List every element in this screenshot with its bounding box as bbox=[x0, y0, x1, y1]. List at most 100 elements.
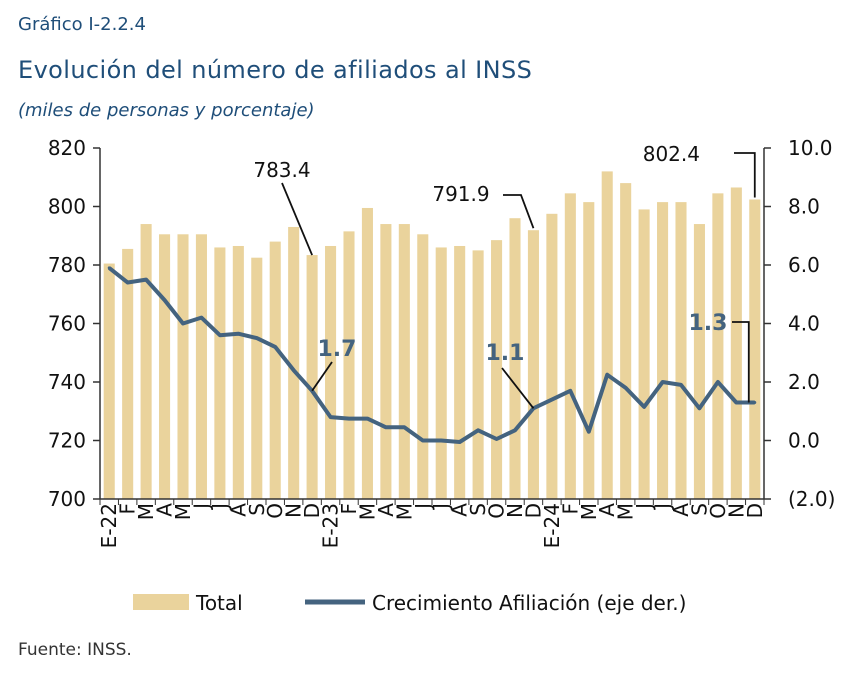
x-tick-label: S bbox=[687, 503, 711, 516]
x-tick-label: J bbox=[189, 503, 213, 511]
annotation-leader bbox=[281, 182, 313, 256]
bar-total bbox=[398, 224, 410, 500]
bar-total bbox=[620, 183, 632, 499]
bar-total bbox=[306, 255, 318, 499]
growth-point bbox=[568, 389, 572, 393]
annotation-label: 1.1 bbox=[486, 341, 525, 366]
x-tick-label: E-24 bbox=[540, 503, 564, 548]
y-right-tick-label: 2.0 bbox=[788, 370, 820, 394]
bar-total bbox=[491, 240, 503, 499]
y-right-tick-label: 6.0 bbox=[788, 253, 820, 277]
growth-point bbox=[255, 336, 259, 340]
y-left-tick-label: 820 bbox=[48, 136, 86, 160]
axes: 700 720 740 760 780 800 820 (2.0) 0.0 2.0 4.0 6.0 8.… bbox=[48, 136, 836, 548]
line-series bbox=[107, 266, 757, 444]
growth-point bbox=[365, 417, 369, 421]
growth-point bbox=[163, 298, 167, 302]
legend-label-growth: Crecimiento Afiliación (eje der.) bbox=[372, 591, 686, 615]
bar-total bbox=[583, 202, 595, 500]
bar-total bbox=[251, 257, 263, 499]
bar-total bbox=[177, 234, 189, 499]
bar-total bbox=[140, 224, 152, 500]
annotation-leader bbox=[734, 152, 756, 198]
source-note: Fuente: INSS. bbox=[18, 640, 132, 660]
x-tick-label: M bbox=[134, 503, 158, 520]
y-left-tick-label: 780 bbox=[48, 253, 86, 277]
legend-swatch-total bbox=[133, 594, 189, 610]
annotation-leader bbox=[311, 361, 333, 392]
growth-point bbox=[273, 345, 277, 349]
bar-total bbox=[343, 231, 355, 500]
growth-point bbox=[550, 398, 554, 402]
annotation-label: 791.9 bbox=[432, 182, 489, 206]
annotation-label: 783.4 bbox=[253, 158, 310, 182]
growth-point bbox=[384, 425, 388, 429]
bar-total bbox=[417, 234, 429, 499]
growth-point bbox=[513, 428, 517, 432]
bar-total bbox=[103, 263, 115, 499]
bar-total bbox=[159, 234, 171, 499]
bar-total bbox=[730, 187, 742, 500]
bar-total bbox=[675, 202, 687, 500]
bar-total bbox=[195, 234, 207, 499]
growth-point bbox=[679, 383, 683, 387]
growth-point bbox=[199, 316, 203, 320]
x-tick-label: D bbox=[521, 503, 545, 518]
growth-point bbox=[458, 440, 462, 444]
growth-point bbox=[292, 368, 296, 372]
bar-total bbox=[325, 245, 337, 499]
bar-total bbox=[361, 207, 373, 499]
x-tick-label: S bbox=[466, 503, 490, 516]
y-right-tick-label: 0.0 bbox=[788, 429, 820, 453]
bar-total bbox=[380, 224, 392, 500]
x-tick-label: N bbox=[503, 503, 527, 518]
x-tick-label: M bbox=[392, 503, 416, 520]
y-left-tick-label: 760 bbox=[48, 312, 86, 336]
growth-point bbox=[697, 406, 701, 410]
x-tick-label: O bbox=[263, 503, 287, 519]
annotation-label: 1.7 bbox=[318, 337, 357, 362]
y-left-tick-label: 720 bbox=[48, 429, 86, 453]
x-tick-label: J bbox=[429, 503, 453, 511]
bar-total bbox=[288, 226, 300, 499]
bar-total bbox=[527, 230, 539, 499]
x-tick-label: O bbox=[706, 503, 730, 519]
chart-title: Evolución del número de afiliados al INS… bbox=[18, 56, 533, 84]
x-tick-label: D bbox=[300, 503, 324, 518]
growth-point bbox=[329, 415, 333, 419]
growth-point bbox=[476, 428, 480, 432]
x-tick-label: E-22 bbox=[97, 503, 121, 548]
x-tick-label: A bbox=[448, 503, 472, 517]
growth-point bbox=[661, 380, 665, 384]
y-right-tick-label: 4.0 bbox=[788, 312, 820, 336]
growth-point bbox=[495, 437, 499, 441]
growth-point bbox=[624, 386, 628, 390]
growth-point bbox=[181, 322, 185, 325]
x-tick-label: J bbox=[208, 503, 232, 511]
bar-total bbox=[214, 247, 226, 499]
y-right-tick-label: (2.0) bbox=[788, 487, 835, 511]
growth-point bbox=[587, 430, 591, 434]
growth-point bbox=[605, 373, 609, 377]
growth-point bbox=[439, 439, 443, 442]
growth-point bbox=[642, 405, 646, 409]
annotation-leader bbox=[501, 367, 535, 409]
legend: Total Crecimiento Afiliación (eje der.) bbox=[133, 591, 686, 615]
growth-line bbox=[107, 266, 755, 444]
chart-label: Gráfico I-2.2.4 bbox=[18, 14, 146, 35]
x-tick-label: A bbox=[374, 503, 398, 517]
bar-total bbox=[122, 248, 134, 499]
bar-total bbox=[657, 202, 669, 500]
annotation-leader bbox=[732, 321, 750, 403]
bar-total bbox=[472, 250, 484, 499]
x-tick-label: M bbox=[614, 503, 638, 520]
growth-point bbox=[402, 425, 406, 429]
x-tick-label: E-23 bbox=[319, 503, 343, 548]
x-tick-label: F bbox=[116, 503, 140, 515]
x-tick-label: J bbox=[632, 503, 656, 511]
y-left-tick-label: 740 bbox=[48, 370, 86, 394]
bar-total bbox=[509, 218, 521, 499]
growth-point bbox=[753, 400, 757, 404]
growth-point bbox=[347, 417, 351, 421]
bar-total bbox=[693, 224, 705, 500]
